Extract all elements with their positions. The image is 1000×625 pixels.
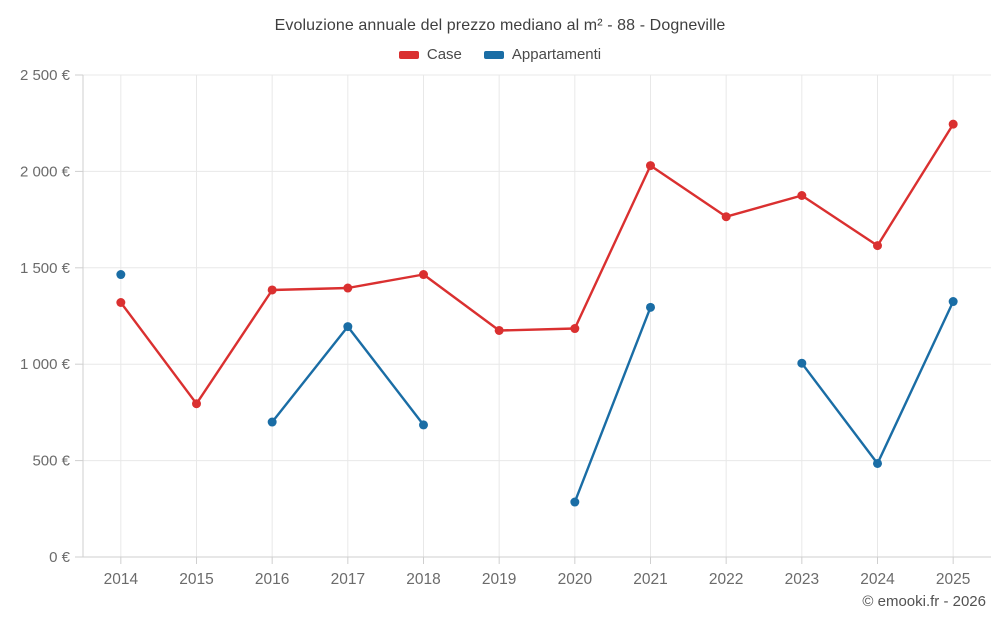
point-case-2017[interactable]	[343, 283, 353, 293]
point-appartamenti-2018[interactable]	[419, 420, 428, 430]
point-case-2022[interactable]	[721, 212, 731, 222]
point-case-2023[interactable]	[797, 191, 807, 200]
x-axis-label: 2014	[104, 571, 139, 588]
appartamenti-series-swatch	[483, 50, 504, 59]
x-axis-label: 2021	[633, 571, 667, 588]
y-axis-label: 2 000 €	[20, 163, 71, 180]
point-case-2024[interactable]	[873, 241, 882, 251]
point-case-2025[interactable]	[948, 119, 958, 129]
x-axis-label: 2017	[331, 571, 365, 588]
legend-label-appartamenti: Appartamenti	[511, 46, 602, 63]
x-axis-label: 2024	[860, 571, 895, 588]
legend: Case Appartamenti	[0, 46, 1000, 63]
point-case-2014[interactable]	[116, 298, 126, 308]
point-appartamenti-2020[interactable]	[570, 497, 580, 507]
point-case-2020[interactable]	[570, 324, 580, 334]
y-axis-label: 500 €	[32, 453, 70, 470]
point-appartamenti-2014[interactable]	[116, 270, 126, 280]
point-appartamenti-2016[interactable]	[267, 417, 277, 427]
y-axis-label: 1 000 €	[20, 356, 71, 373]
x-axis-label: 2020	[558, 571, 593, 588]
x-axis-label: 2016	[255, 571, 289, 588]
point-appartamenti-2021[interactable]	[646, 302, 655, 312]
legend-label-case: Case	[426, 46, 462, 63]
x-axis-label: 2023	[785, 571, 819, 588]
legend-item-case[interactable]: Case	[398, 46, 462, 63]
x-axis-label: 2025	[936, 571, 970, 588]
point-appartamenti-2025[interactable]	[948, 297, 958, 307]
point-appartamenti-2023[interactable]	[797, 358, 807, 368]
y-axis-label: 1 500 €	[20, 260, 71, 277]
point-case-2021[interactable]	[646, 161, 655, 171]
point-case-2019[interactable]	[494, 325, 504, 335]
point-appartamenti-2024[interactable]	[873, 458, 882, 468]
y-axis-label: 2 500 €	[20, 67, 71, 84]
x-axis-label: 2015	[179, 571, 213, 588]
series-line-appartamenti	[271, 300, 955, 504]
chart-title: Evoluzione annuale del prezzo mediano al…	[274, 17, 726, 34]
x-axis-label: 2018	[406, 571, 440, 588]
series-line-case	[119, 123, 955, 405]
y-axis-label: 0 €	[49, 549, 71, 566]
point-case-2018[interactable]	[419, 270, 428, 280]
legend-item-appartamenti[interactable]: Appartamenti	[483, 46, 602, 63]
point-appartamenti-2017[interactable]	[343, 322, 353, 332]
watermark: © emooki.fr - 2026	[862, 593, 986, 610]
x-axis-label: 2019	[482, 571, 516, 588]
point-case-2015[interactable]	[192, 399, 201, 409]
point-case-2016[interactable]	[267, 285, 277, 295]
x-axis-label: 2022	[709, 571, 743, 588]
case-series-swatch	[398, 50, 419, 59]
